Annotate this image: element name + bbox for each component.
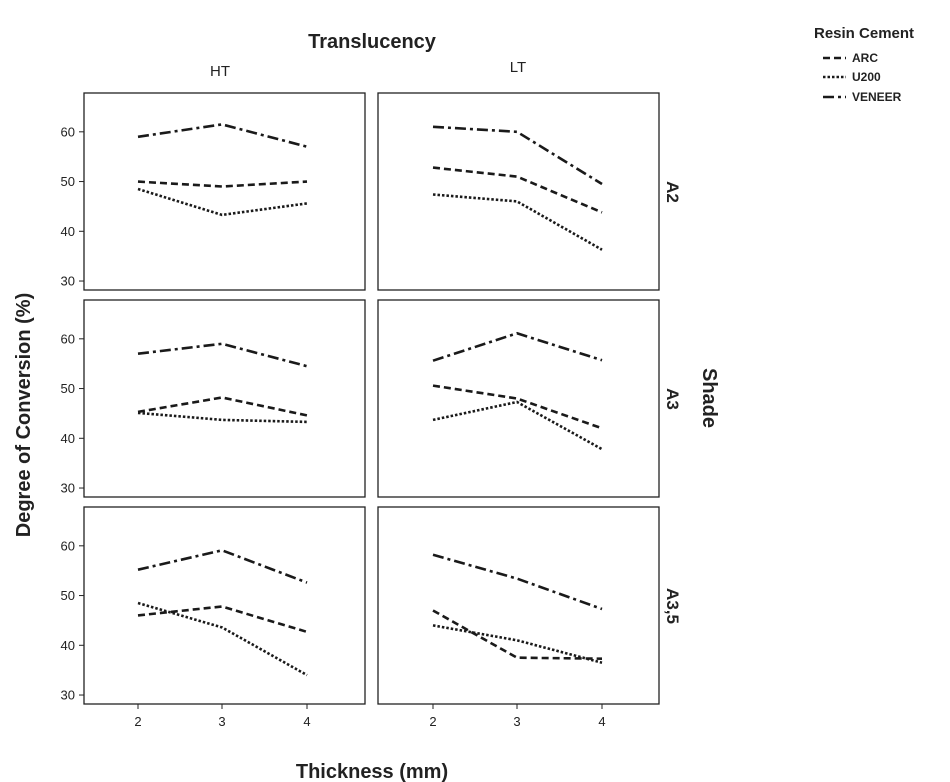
series-line-arc [137,396,308,417]
panel-2-1 [432,553,603,664]
series-line-u200 [137,187,308,217]
panel-0-0 [137,123,308,217]
series-line-veneer [432,553,603,611]
row-label-a3: A3 [663,388,682,410]
x-tick-label: 2 [429,714,436,729]
series-line-veneer [137,342,308,368]
series-line-arc [137,605,308,634]
axes-layer: 30 40 50 60 30 40 50 60 30 40 50 60 2 3 4 2 3 4 [61,92,660,729]
series-line-u200 [137,601,308,677]
series-line-veneer [432,331,603,362]
y-tick-label: 60 [61,331,75,346]
x-tick-label: 4 [598,714,605,729]
legend-item-u200: U200 [823,70,881,84]
series-line-arc [432,166,603,214]
x-tick-label: 3 [218,714,225,729]
series-line-arc [432,384,603,430]
y-tick-label: 30 [61,274,75,289]
panel-0-1 [432,125,603,251]
series-line-u200 [432,193,603,251]
x-axis-title: Thickness (mm) [296,761,448,782]
column-facet-title: Translucency [308,31,437,53]
y-tick-label: 60 [61,124,75,139]
y-tick-label: 30 [61,481,75,496]
y-axis-title: Degree of Conversion (%) [13,293,35,537]
row-label-a35: A3,5 [663,588,682,624]
y-tick-label: 30 [61,688,75,703]
series-line-u200 [432,624,603,664]
y-tick-label: 40 [61,431,75,446]
y-tick-label: 60 [61,538,75,553]
panels-layer [137,123,603,677]
y-tick-label: 40 [61,224,75,239]
y-tick-label: 50 [61,381,75,396]
legend: Resin Cement ARC U200 VENEER [814,25,914,104]
legend-label-veneer: VENEER [852,90,902,104]
panel-frame-2-0 [83,506,366,705]
y-tick-label: 50 [61,588,75,603]
panel-frame-0-1 [377,92,660,291]
legend-label-u200: U200 [852,70,881,84]
column-label-lt: LT [510,59,526,76]
legend-label-arc: ARC [852,51,878,65]
x-tick-label: 2 [134,714,141,729]
column-label-ht: HT [210,63,230,80]
series-line-u200 [432,400,603,451]
panel-1-1 [432,331,603,451]
series-line-arc [137,180,308,188]
panel-2-0 [137,548,308,677]
series-line-veneer [137,123,308,148]
legend-item-arc: ARC [823,51,878,65]
row-label-a2: A2 [663,181,682,203]
y-tick-label: 40 [61,638,75,653]
panel-frame-0-0 [83,92,366,291]
legend-title: Resin Cement [814,25,914,42]
y-tick-label: 50 [61,174,75,189]
series-line-veneer [432,125,603,186]
panel-1-0 [137,342,308,424]
series-line-veneer [137,548,308,584]
panel-frame-1-0 [83,299,366,498]
series-line-u200 [137,411,308,424]
x-tick-label: 3 [513,714,520,729]
row-facet-title: Shade [698,368,720,428]
x-tick-label: 4 [303,714,310,729]
legend-item-veneer: VENEER [823,90,902,104]
panel-frame-1-1 [377,299,660,498]
panel-frame-2-1 [377,506,660,705]
